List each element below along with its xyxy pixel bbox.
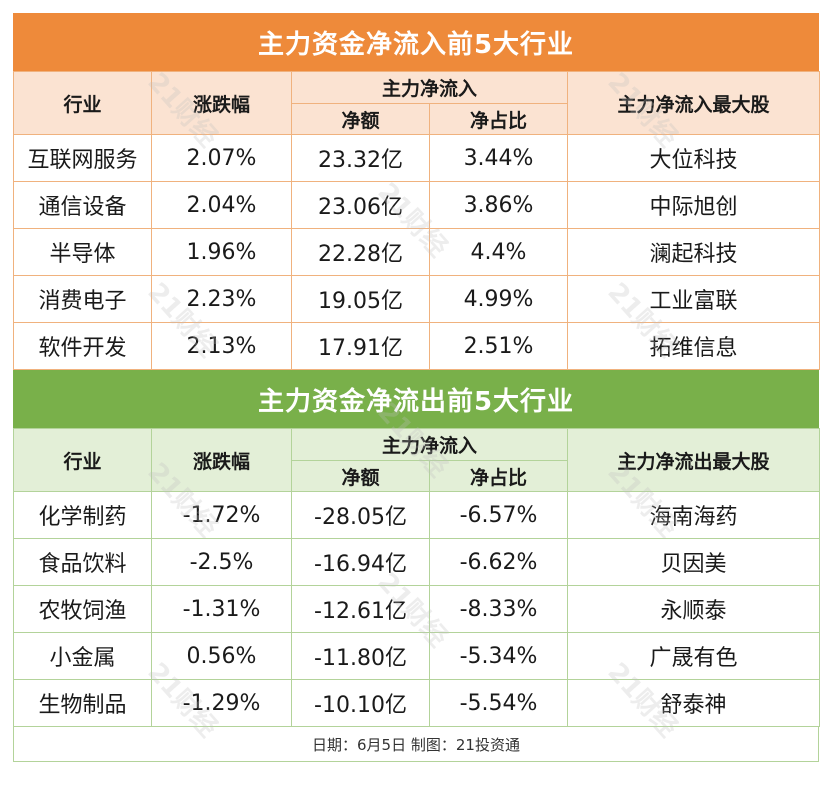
outflow-table: 行业 涨跌幅 主力净流入 主力净流出最大股 净额 净占比 化学制药 -1.72% -… — [13, 428, 821, 727]
cell-amount: -16.94亿 — [291, 538, 430, 586]
cell-industry: 消费电子 — [13, 275, 152, 323]
cell-amount: 23.32亿 — [291, 134, 430, 182]
cell-ratio: 4.99% — [428, 275, 569, 323]
cell-top-stock: 澜起科技 — [567, 228, 821, 276]
cell-top-stock: 广晟有色 — [567, 632, 821, 680]
cell-top-stock: 舒泰神 — [567, 679, 821, 727]
cell-industry: 食品饮料 — [13, 538, 152, 586]
cell-industry: 互联网服务 — [13, 134, 152, 182]
cell-amount: -12.61亿 — [291, 585, 430, 633]
inflow-table: 行业 涨跌幅 主力净流入 主力净流入最大股 净额 净占比 互联网服务 2.07% 2… — [13, 71, 821, 370]
cell-ratio: 3.44% — [428, 134, 569, 182]
cell-amount: -28.05亿 — [291, 491, 430, 539]
header-flow-group: 主力净流入 — [290, 428, 569, 461]
cell-ratio: -5.54% — [428, 679, 569, 727]
cell-ratio: -5.34% — [428, 632, 569, 680]
table-row: 食品饮料 -2.5% -16.94亿 -6.62% 贝因美 — [13, 538, 821, 586]
table-row: 互联网服务 2.07% 23.32亿 3.44% 大位科技 — [13, 134, 821, 182]
cell-ratio: 4.4% — [428, 228, 569, 276]
header-amount: 净额 — [291, 103, 430, 135]
header-change: 涨跌幅 — [151, 71, 292, 135]
header-top-stock: 主力净流出最大股 — [567, 428, 821, 492]
cell-ratio: -8.33% — [428, 585, 569, 633]
cell-top-stock: 贝因美 — [567, 538, 821, 586]
cell-change: 2.13% — [151, 322, 292, 370]
cell-industry: 化学制药 — [13, 491, 152, 539]
table-row: 软件开发 2.13% 17.91亿 2.51% 拓维信息 — [13, 322, 821, 370]
cell-top-stock: 海南海药 — [567, 491, 821, 539]
cell-change: 2.04% — [151, 181, 292, 229]
table-row: 消费电子 2.23% 19.05亿 4.99% 工业富联 — [13, 275, 821, 323]
flow-report: 主力资金净流入前5大行业 行业 涨跌幅 主力净流入 主力净流入最大股 净额 净占… — [13, 13, 821, 762]
table-row: 农牧饲渔 -1.31% -12.61亿 -8.33% 永顺泰 — [13, 585, 821, 633]
table-row: 生物制品 -1.29% -10.10亿 -5.54% 舒泰神 — [13, 679, 821, 727]
cell-top-stock: 工业富联 — [567, 275, 821, 323]
cell-ratio: 2.51% — [428, 322, 569, 370]
cell-industry: 半导体 — [13, 228, 152, 276]
cell-ratio: -6.62% — [428, 538, 569, 586]
cell-change: -1.29% — [151, 679, 292, 727]
cell-amount: -11.80亿 — [291, 632, 430, 680]
footer-caption: 日期：6月5日 制图：21投资通 — [13, 727, 819, 762]
cell-industry: 农牧饲渔 — [13, 585, 152, 633]
cell-industry: 小金属 — [13, 632, 152, 680]
cell-ratio: 3.86% — [428, 181, 569, 229]
table-row: 小金属 0.56% -11.80亿 -5.34% 广晟有色 — [13, 632, 821, 680]
header-ratio: 净占比 — [428, 103, 569, 135]
table-row: 半导体 1.96% 22.28亿 4.4% 澜起科技 — [13, 228, 821, 276]
inflow-title: 主力资金净流入前5大行业 — [13, 13, 819, 71]
cell-ratio: -6.57% — [428, 491, 569, 539]
cell-change: -1.31% — [151, 585, 292, 633]
cell-industry: 通信设备 — [13, 181, 152, 229]
header-top-stock: 主力净流入最大股 — [567, 71, 821, 135]
cell-amount: 17.91亿 — [291, 322, 430, 370]
cell-change: -2.5% — [151, 538, 292, 586]
table-row: 通信设备 2.04% 23.06亿 3.86% 中际旭创 — [13, 181, 821, 229]
header-flow-group: 主力净流入 — [290, 71, 569, 104]
cell-change: -1.72% — [151, 491, 292, 539]
cell-change: 2.23% — [151, 275, 292, 323]
table-row: 化学制药 -1.72% -28.05亿 -6.57% 海南海药 — [13, 491, 821, 539]
cell-amount: 23.06亿 — [291, 181, 430, 229]
cell-change: 2.07% — [151, 134, 292, 182]
header-industry: 行业 — [13, 71, 152, 135]
cell-change: 1.96% — [151, 228, 292, 276]
cell-top-stock: 永顺泰 — [567, 585, 821, 633]
cell-top-stock: 拓维信息 — [567, 322, 821, 370]
cell-industry: 生物制品 — [13, 679, 152, 727]
header-amount: 净额 — [291, 460, 430, 492]
cell-amount: 19.05亿 — [291, 275, 430, 323]
cell-top-stock: 中际旭创 — [567, 181, 821, 229]
outflow-title: 主力资金净流出前5大行业 — [13, 370, 819, 428]
cell-top-stock: 大位科技 — [567, 134, 821, 182]
cell-change: 0.56% — [151, 632, 292, 680]
header-industry: 行业 — [13, 428, 152, 492]
header-ratio: 净占比 — [428, 460, 569, 492]
cell-industry: 软件开发 — [13, 322, 152, 370]
cell-amount: 22.28亿 — [291, 228, 430, 276]
header-change: 涨跌幅 — [151, 428, 292, 492]
cell-amount: -10.10亿 — [291, 679, 430, 727]
